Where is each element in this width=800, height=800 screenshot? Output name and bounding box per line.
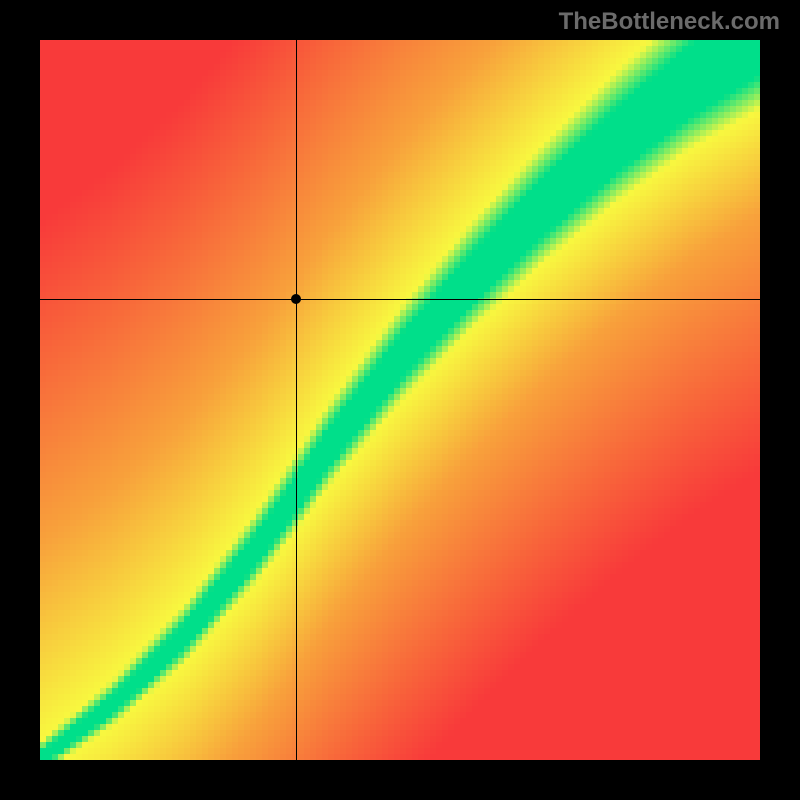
heatmap-canvas — [40, 40, 760, 760]
marker-dot — [291, 294, 301, 304]
watermark-text: TheBottleneck.com — [559, 8, 780, 36]
crosshair-vertical — [296, 40, 297, 760]
heatmap-plot — [40, 40, 760, 760]
crosshair-horizontal — [40, 299, 760, 300]
